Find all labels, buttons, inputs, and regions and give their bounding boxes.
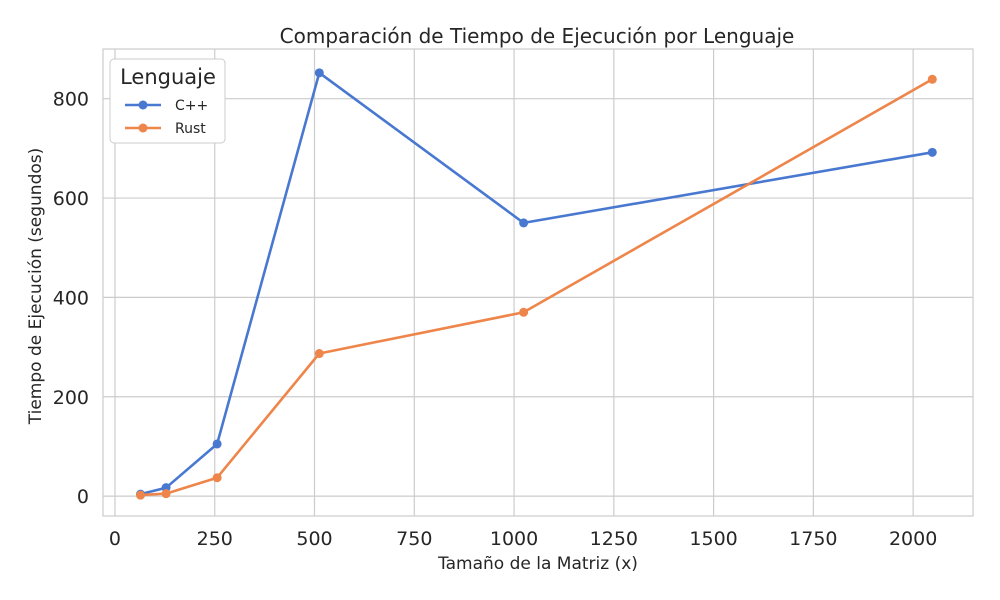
x-tick-label: 750 [396,528,432,550]
x-tick-label: 2000 [889,528,937,550]
x-tick-label: 500 [296,528,332,550]
y-axis-label: Tiempo de Ejecución (segundos) [26,148,46,426]
legend: Lenguaje C++ Rust [109,58,226,144]
x-axis-label: Tamaño de la Matriz (x) [437,554,638,574]
y-tick-label: 600 [53,188,89,210]
x-tick-label: 0 [109,528,121,550]
x-tick-label: 1250 [590,528,638,550]
legend-label: Rust [175,121,206,137]
y-tick-label: 800 [53,89,89,111]
x-tick-label: 1500 [689,528,737,550]
data-point [314,349,324,359]
data-point [314,68,324,78]
data-point [927,74,937,84]
grid [103,49,973,516]
legend-swatch-marker [138,123,148,133]
chart-title: Comparación de Tiempo de Ejecución por L… [280,24,795,48]
series-cpp [136,68,937,499]
legend-items: C++ Rust [125,98,208,137]
legend-title: Lenguaje [120,65,216,89]
series-layer [136,68,937,500]
data-point [519,218,529,228]
y-tick-label: 200 [53,387,89,409]
y-tick-label: 0 [77,486,89,508]
data-point [927,147,937,157]
data-point [212,473,222,483]
x-axis-ticks: 0 250 500 750 1000 1250 1500 1750 2000 [109,528,937,550]
legend-item: Rust [125,121,206,137]
x-tick-label: 1750 [789,528,837,550]
data-point [161,489,171,499]
plot-area [102,48,974,517]
legend-item: C++ [125,98,208,114]
x-tick-label: 250 [197,528,233,550]
data-point [136,490,146,500]
y-axis-ticks: 0 200 400 600 800 [53,89,89,508]
y-tick-label: 400 [53,287,89,309]
legend-label: C++ [175,98,208,114]
data-point [212,439,222,449]
legend-box [109,58,226,144]
data-point [519,307,529,317]
series-rust [136,74,937,500]
legend-swatch-marker [138,100,148,110]
x-tick-label: 1000 [490,528,538,550]
